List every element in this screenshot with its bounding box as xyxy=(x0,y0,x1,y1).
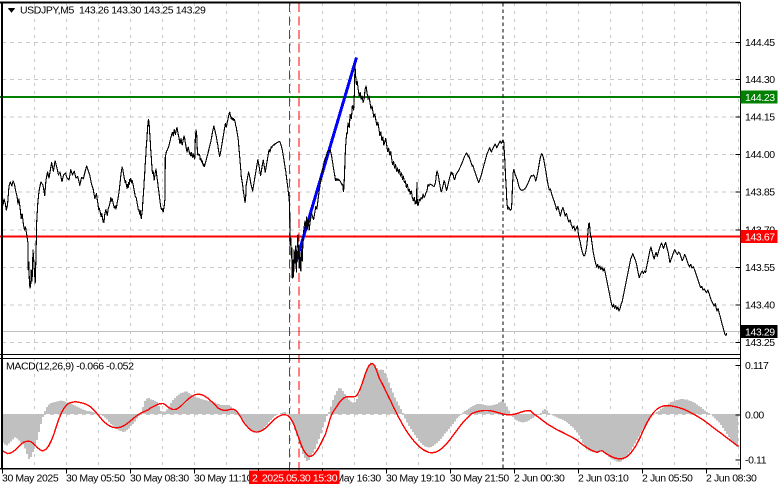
svg-text:144.23: 144.23 xyxy=(745,92,775,104)
svg-text:2 Jun 03:10: 2 Jun 03:10 xyxy=(578,473,629,485)
svg-text:143.85: 143.85 xyxy=(745,187,775,199)
svg-text:2025.05.30 15:30: 2025.05.30 15:30 xyxy=(262,473,338,485)
svg-text:MACD(12,26,9) -0.066 -0.052: MACD(12,26,9) -0.066 -0.052 xyxy=(6,361,134,373)
svg-text:144.15: 144.15 xyxy=(745,111,775,123)
svg-text:143.55: 143.55 xyxy=(745,262,775,274)
svg-text:143.67: 143.67 xyxy=(745,231,775,243)
svg-text:144.00: 144.00 xyxy=(745,149,775,161)
svg-text:30 May 2025: 30 May 2025 xyxy=(2,473,59,485)
svg-text:2: 2 xyxy=(252,473,258,485)
svg-text:143.40: 143.40 xyxy=(745,300,775,312)
svg-text:30 May 05:50: 30 May 05:50 xyxy=(66,473,125,485)
svg-text:30 May 08:30: 30 May 08:30 xyxy=(130,473,189,485)
svg-text:2 Jun 08:30: 2 Jun 08:30 xyxy=(706,473,757,485)
svg-text:30 May 21:50: 30 May 21:50 xyxy=(450,473,509,485)
svg-text:USDJPY,M5 143.26 143.30 143.2: USDJPY,M5 143.26 143.30 143.25 143.29 xyxy=(20,5,206,17)
svg-text:144.45: 144.45 xyxy=(745,37,775,49)
svg-text:0.117: 0.117 xyxy=(745,360,769,372)
svg-text:143.25: 143.25 xyxy=(745,337,775,349)
svg-text:144.30: 144.30 xyxy=(745,74,775,86)
svg-text:2 Jun 05:50: 2 Jun 05:50 xyxy=(642,473,693,485)
svg-text:0.00: 0.00 xyxy=(745,410,764,422)
svg-text:-0.11: -0.11 xyxy=(745,455,767,467)
svg-text:2 Jun 00:30: 2 Jun 00:30 xyxy=(514,473,565,485)
svg-text:30 May 19:10: 30 May 19:10 xyxy=(386,473,445,485)
svg-text:30 May 11:10: 30 May 11:10 xyxy=(194,473,253,485)
svg-text:143.29: 143.29 xyxy=(745,327,775,339)
